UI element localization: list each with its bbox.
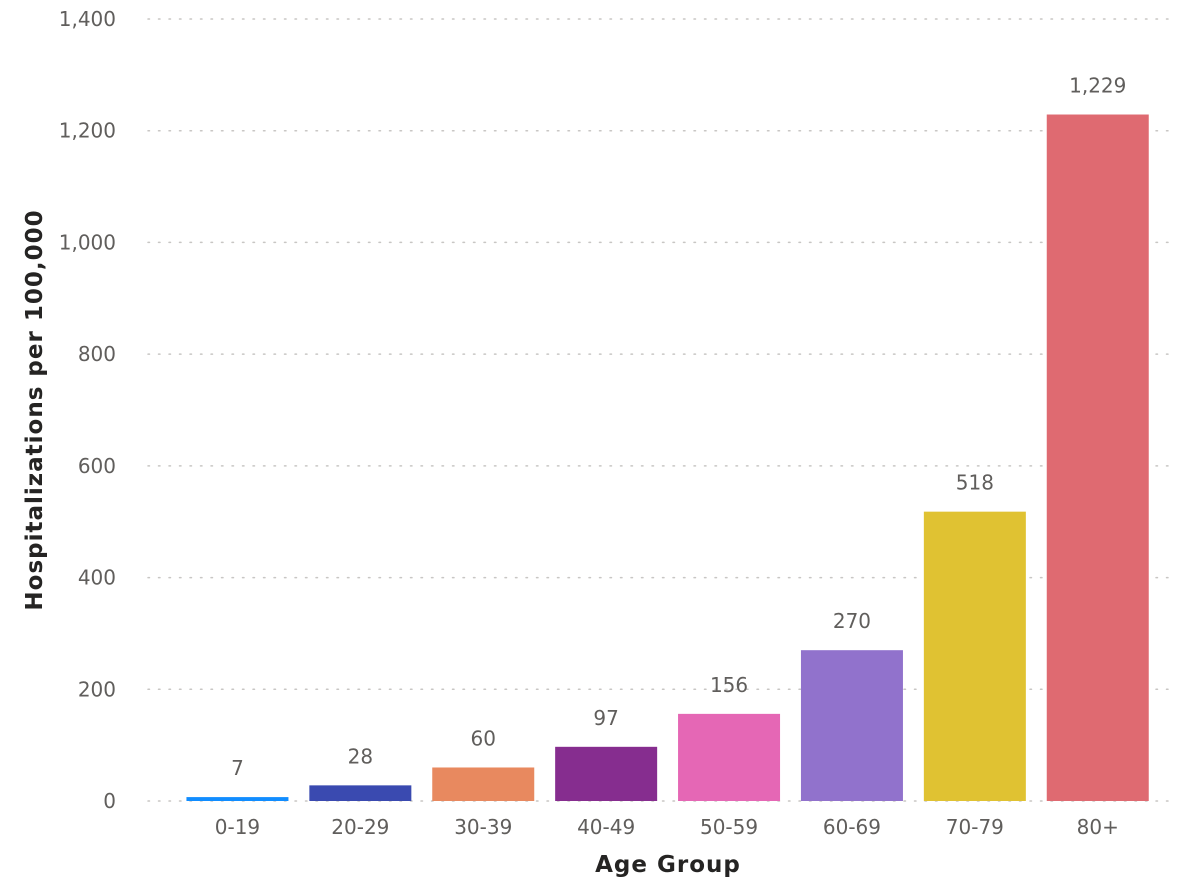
bar-50-59: [678, 713, 781, 801]
data-labels: 7 28 60 97 156 270 518 1,229: [231, 74, 1126, 781]
bar-0-19: [186, 797, 289, 801]
x-tick-label: 20-29: [331, 815, 389, 839]
y-axis-ticks: 0 200 400 600 800 1,000 1,200 1,400: [59, 7, 116, 813]
bar-80+: [1046, 114, 1149, 801]
x-axis-title: Age Group: [595, 852, 741, 878]
y-tick-label: 400: [78, 566, 116, 590]
data-label: 270: [833, 609, 871, 633]
data-label: 7: [231, 756, 244, 780]
x-tick-label: 50-59: [700, 815, 758, 839]
gridlines: [147, 18, 1177, 802]
x-tick-label: 30-39: [454, 815, 512, 839]
y-tick-label: 600: [78, 454, 116, 478]
x-tick-label: 40-49: [577, 815, 635, 839]
bars: [186, 114, 1149, 801]
bar-60-69: [800, 650, 903, 801]
data-label: 156: [710, 673, 748, 697]
y-tick-label: 0: [103, 789, 116, 813]
bar-40-49: [555, 746, 658, 801]
y-tick-label: 1,000: [59, 230, 116, 254]
bar-20-29: [309, 785, 412, 801]
x-tick-label: 60-69: [823, 815, 881, 839]
data-label: 1,229: [1069, 74, 1126, 98]
x-tick-label: 0-19: [215, 815, 260, 839]
data-label: 518: [956, 471, 994, 495]
y-tick-label: 800: [78, 342, 116, 366]
x-tick-label: 80+: [1077, 815, 1119, 839]
x-axis-ticks: 0-19 20-29 30-39 40-49 50-59 60-69 70-79 80+: [215, 815, 1119, 839]
y-axis-title: Hospitalizations per 100,000: [22, 209, 48, 610]
y-tick-label: 200: [78, 677, 116, 701]
bar-70-79: [923, 511, 1026, 801]
x-tick-label: 70-79: [946, 815, 1004, 839]
data-label: 97: [593, 706, 618, 730]
y-tick-label: 1,400: [59, 7, 116, 31]
data-label: 28: [348, 744, 373, 768]
data-label: 60: [471, 726, 496, 750]
bar-30-39: [432, 767, 535, 801]
y-tick-label: 1,200: [59, 119, 116, 143]
